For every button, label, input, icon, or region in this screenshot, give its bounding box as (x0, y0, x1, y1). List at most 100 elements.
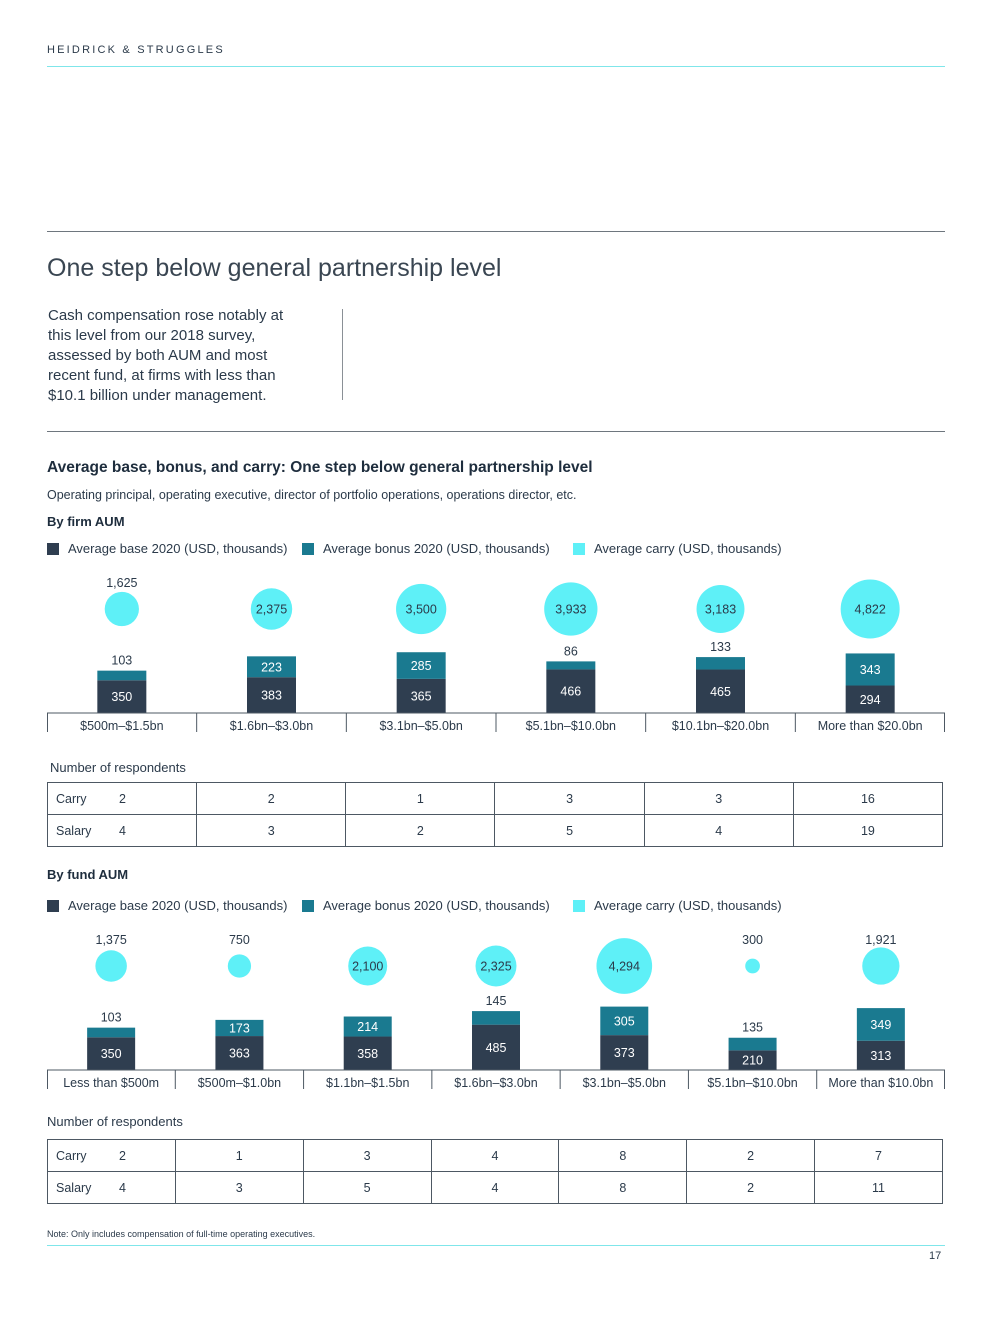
respondents-count: 4 (430, 1171, 560, 1204)
respondents-count: 2 (686, 1171, 816, 1204)
legend-swatch-bonus (302, 900, 314, 912)
section-title-firm-aum: By firm AUM (47, 514, 125, 529)
bar-base (247, 677, 296, 713)
data-label-carry: 1,625 (106, 576, 137, 590)
data-label-base: 294 (860, 693, 881, 707)
data-label-carry: 2,325 (480, 960, 511, 974)
data-label-carry: 750 (229, 933, 250, 947)
bar-base (472, 1024, 520, 1070)
respondents-count: 5 (302, 1171, 432, 1204)
intro-text: Cash compensation rose notably at this l… (48, 307, 284, 404)
intro-divider (342, 309, 343, 400)
data-label-base: 465 (710, 685, 731, 699)
bar-bonus (97, 670, 147, 681)
chart-firm-aum: 350 103 1,625 $500m–$1.5bn 383 223 2,375 $1.6bn… (47, 576, 945, 733)
respondents-count: 3 (196, 814, 347, 847)
data-label-bonus: 133 (710, 640, 731, 654)
footer-rule (47, 1245, 945, 1246)
legend-firm-aum: Average base 2020 (USD, thousands) Avera… (47, 541, 945, 557)
data-label-bonus: 305 (614, 1014, 635, 1028)
data-label-carry: 1,375 (96, 933, 127, 947)
bubble-carry (396, 583, 447, 635)
respondents-count: 7 (814, 1139, 943, 1172)
chart-title: Average base, bonus, and carry: One step… (47, 459, 593, 476)
respondents-count: 2 (686, 1139, 816, 1172)
x-tick-label: $3.1bn–$5.0bn (379, 719, 462, 733)
data-label-base: 373 (614, 1046, 635, 1060)
respondents-count: 4 (119, 824, 126, 838)
data-label-base: 313 (870, 1049, 891, 1063)
bar-bonus (87, 1027, 136, 1038)
data-label-carry: 2,100 (352, 960, 383, 974)
bubble-carry (862, 947, 900, 985)
respondents-row-salary: Salary 4 3 2 5 4 19 (46, 814, 944, 847)
data-label-base: 485 (486, 1041, 507, 1055)
bar-bonus (600, 1006, 649, 1036)
respondents-row-label: Salary (56, 824, 92, 838)
respondents-row-carry: Carry 2 1 3 4 8 2 7 (47, 1139, 943, 1172)
respondents-count: 16 (792, 782, 944, 815)
respondents-count: 4 (119, 1181, 126, 1195)
section-divider-bottom (47, 431, 945, 432)
respondents-count: 1 (345, 782, 496, 815)
chart-fund-aum: 350 103 1,375 Less than $500m 363 173 750 $500m… (47, 933, 945, 1090)
chart-subtitle: Operating principal, operating executive… (47, 488, 577, 502)
data-label-carry: 4,822 (855, 603, 886, 617)
respondents-row-label: Carry (56, 1149, 87, 1163)
bar-bonus (247, 656, 296, 678)
respondents-count: 4 (430, 1139, 560, 1172)
data-label-bonus: 214 (357, 1020, 378, 1034)
bar-base (856, 1040, 905, 1070)
respondents-cell: Carry 2 (47, 1139, 176, 1172)
bar-base (396, 678, 446, 713)
data-label-base: 363 (229, 1047, 250, 1061)
data-label-bonus: 103 (101, 1011, 122, 1025)
legend-label-base: Average base 2020 (USD, thousands) (68, 898, 288, 913)
legend-label-bonus: Average bonus 2020 (USD, thousands) (323, 541, 550, 556)
data-label-base: 365 (411, 689, 432, 703)
page-title: One step below general partnership level (47, 254, 502, 282)
data-label-base: 358 (357, 1047, 378, 1061)
respondents-count: 2 (345, 814, 496, 847)
x-tick-label: $500m–$1.0bn (198, 1076, 281, 1090)
x-tick-label: $1.1bn–$1.5bn (326, 1076, 409, 1090)
bar-bonus (728, 1037, 777, 1051)
legend-label-carry: Average carry (USD, thousands) (594, 541, 782, 556)
footnote: Note: Only includes compensation of full… (47, 1229, 316, 1239)
data-label-bonus: 135 (742, 1021, 763, 1035)
respondents-row-carry: Carry 2 2 1 3 3 16 (46, 782, 944, 815)
data-label-base: 383 (261, 689, 282, 703)
data-label-carry: 300 (742, 933, 763, 947)
brand-logo-text: HEIDRICK & STRUGGLES (47, 44, 225, 56)
bar-base (600, 1035, 649, 1070)
respondents-count: 1 (174, 1139, 304, 1172)
bar-bonus (546, 661, 596, 670)
data-label-base: 350 (111, 690, 132, 704)
respondents-row-salary: Salary 4 3 5 4 8 2 11 (47, 1171, 943, 1204)
legend-swatch-base (47, 543, 59, 555)
legend-label-bonus: Average bonus 2020 (USD, thousands) (323, 898, 550, 913)
data-label-base: 210 (742, 1054, 763, 1068)
bubble-carry (696, 585, 745, 633)
legend-swatch-carry (573, 543, 585, 555)
x-tick-label: $1.6bn–$3.0bn (454, 1076, 537, 1090)
bar-base (343, 1036, 392, 1070)
page-number: 17 (929, 1250, 942, 1262)
data-label-base: 350 (101, 1047, 122, 1061)
legend-swatch-bonus (302, 543, 314, 555)
data-label-carry: 1,921 (865, 933, 896, 947)
bubble-carry (250, 588, 293, 630)
x-tick-label: $5.1bn–$10.0bn (707, 1076, 797, 1090)
respondents-table-firm: Carry 2 2 1 3 3 16 Salary 4 3 2 5 4 19 (46, 782, 944, 847)
respondents-count: 2 (119, 1149, 126, 1163)
bubble-carry (475, 945, 517, 987)
legend-swatch-base (47, 900, 59, 912)
data-label-carry: 4,294 (609, 960, 640, 974)
bar-bonus (845, 653, 895, 686)
data-label-bonus: 285 (411, 659, 432, 673)
data-label-carry: 2,375 (256, 603, 287, 617)
section-divider-top (47, 231, 945, 232)
respondents-label-firm: Number of respondents (50, 760, 186, 775)
data-label-carry: 3,500 (406, 603, 437, 617)
data-label-bonus: 86 (564, 644, 578, 658)
